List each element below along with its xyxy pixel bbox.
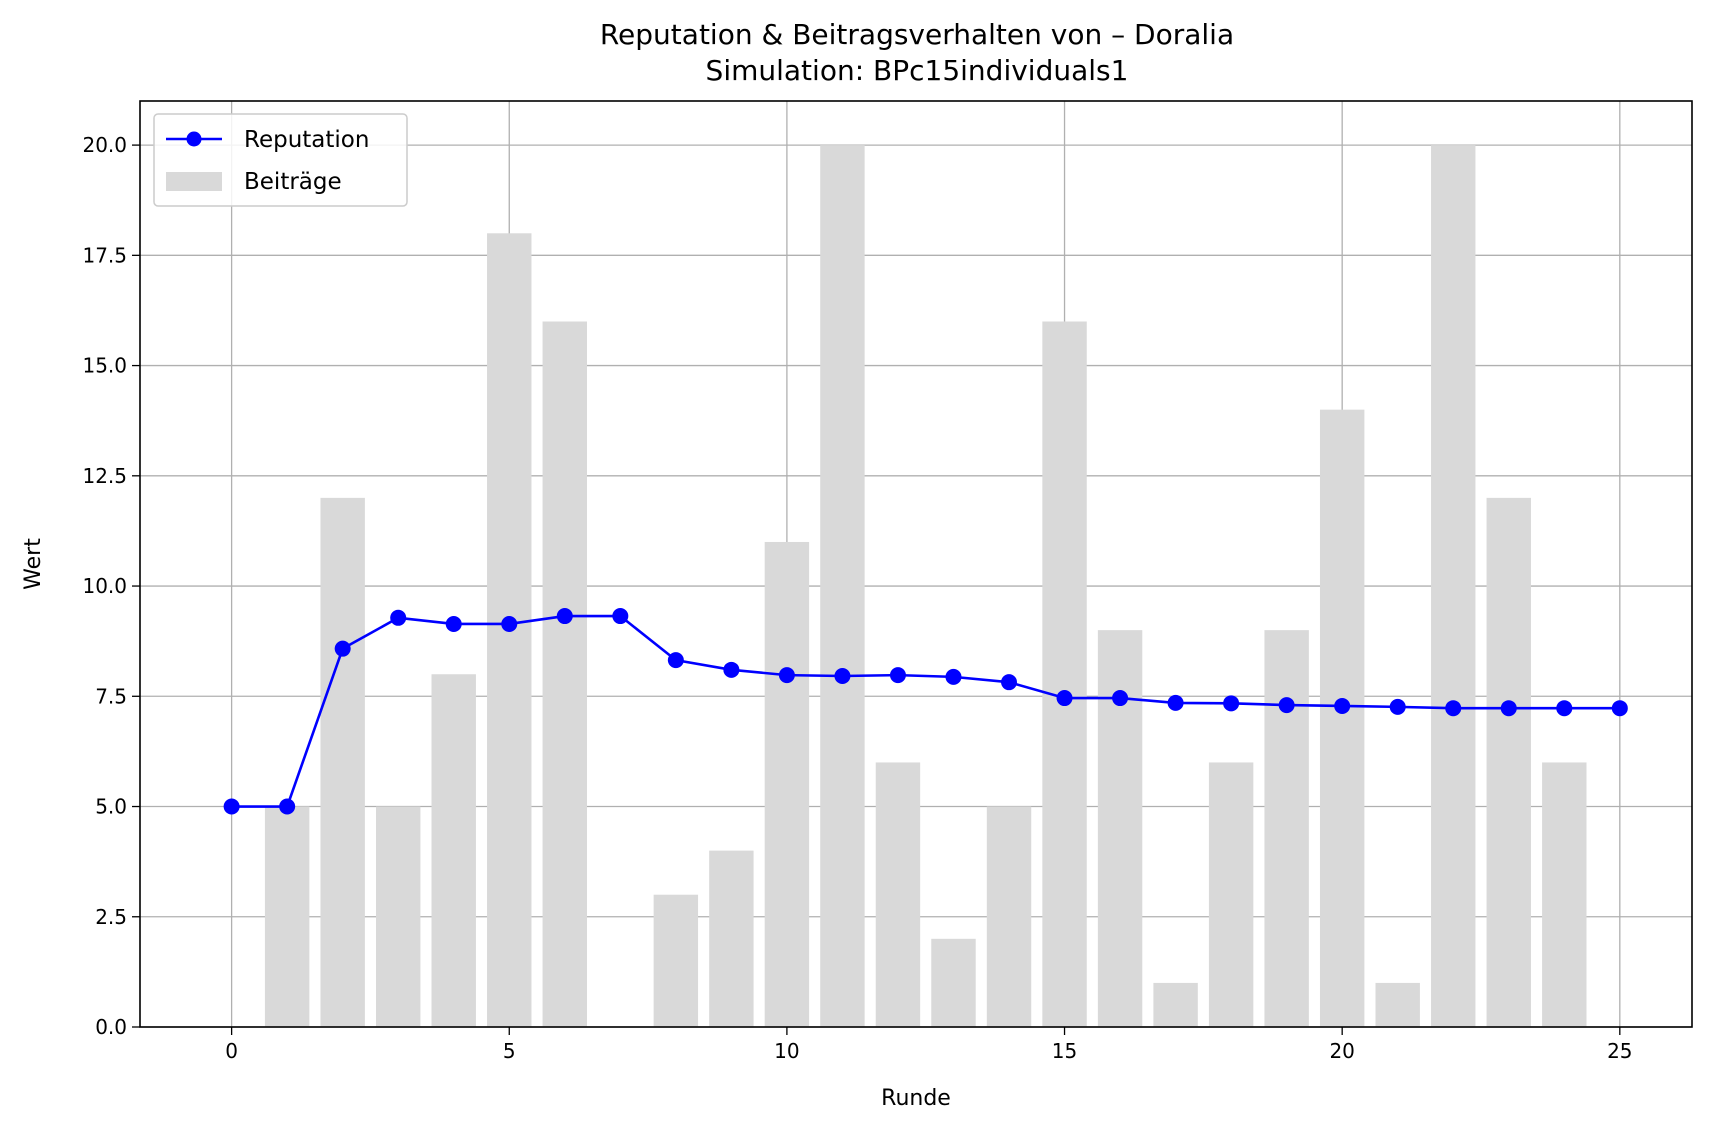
legend-label-beitraege: Beiträge (244, 169, 342, 195)
reputation-point (1056, 690, 1073, 707)
reputation-point (1112, 690, 1129, 707)
bar (1208, 762, 1254, 1027)
bar (764, 541, 810, 1027)
bar-series (264, 145, 1587, 1028)
bar (1319, 409, 1365, 1028)
line-series (223, 608, 1628, 815)
y-tick-label: 12.5 (82, 464, 127, 488)
x-axis-title: Runde (881, 1086, 951, 1111)
bar (1486, 497, 1531, 1027)
reputation-point (501, 615, 518, 632)
reputation-point (1500, 700, 1517, 717)
reputation-point (1611, 700, 1628, 717)
reputation-line (231, 614, 1620, 808)
reputation-point (889, 667, 906, 684)
reputation-point (1389, 698, 1406, 715)
y-tick-label: 2.5 (95, 905, 127, 929)
y-tick-label: 5.0 (95, 795, 127, 819)
bar (986, 806, 1032, 1027)
reputation-point (334, 640, 351, 657)
reputation-point (1334, 697, 1351, 714)
x-tick-label: 5 (503, 1039, 516, 1063)
y-tick-label: 7.5 (95, 684, 127, 708)
chart-subtitle: Simulation: BPc15individuals1 (706, 54, 1129, 87)
x-tick-label: 15 (1052, 1039, 1077, 1063)
y-tick-label: 15.0 (82, 354, 127, 378)
bar (375, 806, 421, 1027)
bar (1431, 145, 1476, 1028)
bar (320, 497, 365, 1027)
legend-marker-swatch (186, 131, 202, 147)
reputation-point (1278, 697, 1295, 714)
y-tick-label: 10.0 (82, 574, 127, 598)
reputation-point (1445, 700, 1462, 717)
plot-frame (139, 100, 1693, 1028)
bar (875, 762, 921, 1027)
bar (542, 321, 587, 1027)
reputation-point (1556, 700, 1573, 717)
bar (820, 145, 865, 1028)
reputation-point (1223, 695, 1240, 712)
reputation-point (834, 668, 851, 685)
x-tick-label: 10 (774, 1039, 799, 1063)
legend-bar-swatch (166, 172, 222, 191)
legend: Reputation Beiträge (153, 113, 408, 207)
bar (1097, 630, 1143, 1027)
reputation-point (667, 652, 684, 669)
bar (264, 806, 310, 1027)
bar (1264, 630, 1309, 1027)
x-tick-label: 0 (225, 1039, 238, 1063)
x-tick-label: 25 (1607, 1039, 1632, 1063)
reputation-point (279, 798, 296, 815)
y-axis: 0.0 2.5 5.0 7.5 10.0 12.5 15.0 17.5 20.0 (82, 133, 140, 1039)
reputation-point (445, 615, 462, 632)
legend-label-reputation: Reputation (244, 127, 369, 153)
chart-title: Reputation & Beitragsverhalten von – Dor… (600, 18, 1234, 51)
bar (1153, 982, 1198, 1027)
bar (1542, 762, 1587, 1027)
y-tick-label: 20.0 (82, 133, 127, 157)
reputation-point (1167, 694, 1184, 711)
reputation-point (223, 798, 240, 815)
bar (1042, 321, 1087, 1027)
reputation-point (1001, 674, 1018, 691)
bar (653, 894, 699, 1027)
bar (709, 850, 754, 1027)
y-axis-title: Wert (21, 538, 46, 590)
reputation-point (945, 668, 962, 685)
y-tick-label: 17.5 (82, 243, 127, 267)
reputation-point (612, 608, 629, 625)
reputation-point (723, 661, 740, 678)
bar (431, 674, 476, 1027)
x-tick-label: 20 (1329, 1039, 1354, 1063)
bar (1375, 982, 1420, 1027)
reputation-point (556, 608, 573, 625)
plot-area (139, 100, 1693, 1028)
x-axis: 0 5 10 15 20 25 (225, 1027, 1633, 1063)
y-tick-label: 0.0 (95, 1015, 127, 1039)
bar (931, 938, 976, 1027)
reputation-point (778, 667, 795, 684)
reputation-point (390, 609, 407, 626)
